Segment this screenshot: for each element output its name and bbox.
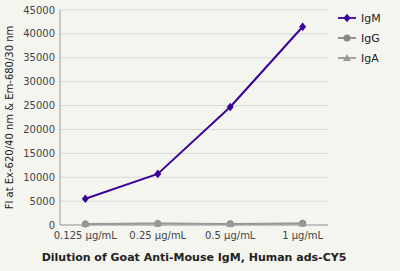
background [0, 0, 400, 271]
grid-line [60, 10, 328, 11]
y-tick-label: 15000 [23, 148, 55, 159]
grid-line [60, 129, 328, 130]
point [154, 219, 162, 226]
chart: 0 5000 10000 15000 20000 25000 30000 35000 40000… [0, 0, 400, 271]
grid [60, 10, 328, 225]
y-tick-label: 35000 [23, 52, 55, 63]
grid-line [60, 57, 328, 58]
point [227, 103, 234, 112]
point [299, 22, 306, 31]
y-tick-label: 25000 [23, 100, 55, 111]
series-line [85, 222, 302, 224]
point [154, 220, 161, 227]
x-tick-label: 0.125 μg/mL [54, 230, 118, 241]
point [154, 170, 161, 179]
legend-marker [343, 54, 351, 61]
series-line [85, 223, 302, 225]
x-tick-label: 0.5 μg/mL [205, 230, 256, 241]
y-tick-label: 10000 [23, 172, 55, 183]
x-tick-label: 0.25 μg/mL [129, 230, 186, 241]
legend-marker [344, 14, 351, 23]
point [82, 194, 89, 203]
y-tick-label: 0 [49, 220, 55, 231]
series-line [85, 27, 302, 199]
legend: IgM IgG IgA [338, 12, 381, 65]
x-axis-label: Dilution of Goat Anti-Mouse IgM, Human a… [42, 251, 347, 264]
y-tick-label: 20000 [23, 124, 55, 135]
point [226, 220, 234, 227]
grid-line [60, 177, 328, 178]
y-axis-label: FI at Ex-620/40 nm & Em-680/30 nm [4, 26, 15, 210]
y-axis [60, 10, 61, 225]
legend-marker [344, 35, 351, 42]
point [82, 221, 89, 228]
legend-label: IgG [361, 32, 380, 45]
grid-line [60, 105, 328, 106]
grid-line [60, 153, 328, 154]
y-tick-label: 45000 [23, 5, 55, 16]
grid-line [60, 81, 328, 82]
y-tick-label: 5000 [30, 196, 55, 207]
point [81, 220, 89, 227]
grid-line [60, 33, 328, 34]
x-tick-label: 1 μg/mL [282, 230, 323, 241]
plot-area [81, 22, 306, 227]
y-tick-label: 40000 [23, 28, 55, 39]
legend-label: IgM [361, 12, 381, 25]
point [299, 219, 307, 226]
grid-line [60, 201, 328, 202]
legend-label: IgA [361, 52, 379, 65]
y-tick-label: 30000 [23, 76, 55, 87]
